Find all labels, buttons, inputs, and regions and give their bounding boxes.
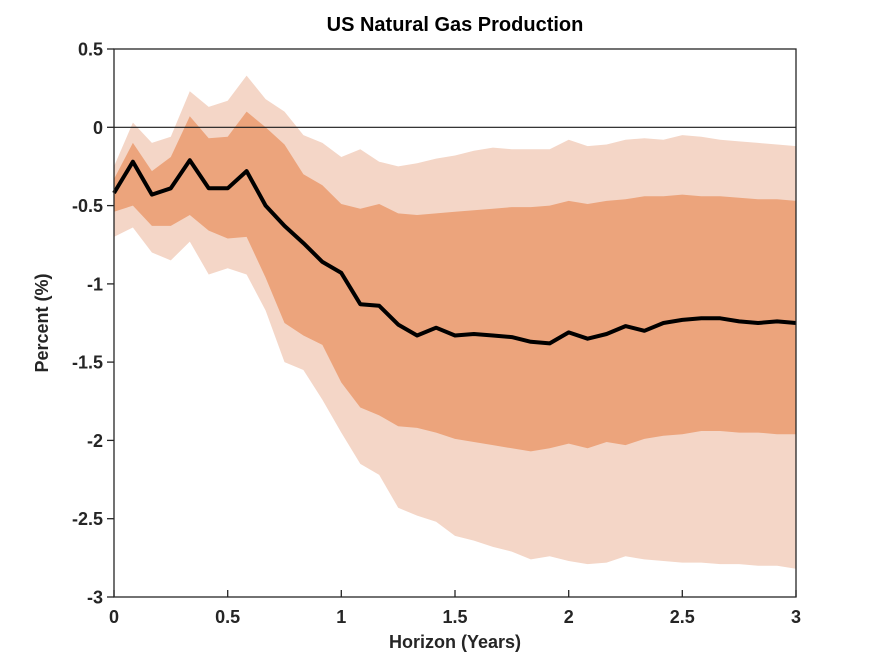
x-tick-label: 2	[564, 607, 574, 627]
x-tick-label: 2.5	[670, 607, 695, 627]
y-tick-label: 0.5	[78, 40, 103, 60]
y-tick-label: -0.5	[72, 196, 103, 216]
x-tick-label: 1.5	[442, 607, 467, 627]
y-tick-label: 0	[93, 118, 103, 138]
y-tick-label: -1	[87, 274, 103, 294]
x-tick-label: 1	[336, 607, 346, 627]
median-response-line	[112, 158, 797, 346]
y-axis-label: Percent (%)	[32, 273, 52, 372]
x-axis-ticks	[113, 590, 797, 597]
x-axis-tick-labels: 0 0.5 1 1.5 2 2.5 3	[109, 607, 801, 627]
x-tick-label: 0	[109, 607, 119, 627]
y-tick-label: -2	[87, 431, 103, 451]
y-tick-label: -3	[87, 588, 103, 608]
x-tick-label: 3	[791, 607, 801, 627]
chart-title: US Natural Gas Production	[327, 14, 584, 36]
y-tick-label: -2.5	[72, 509, 103, 529]
inner-confidence-band	[114, 111, 796, 452]
y-axis-ticks	[107, 48, 114, 598]
x-axis-label: Horizon (Years)	[389, 632, 521, 652]
y-tick-label: -1.5	[72, 353, 103, 373]
y-axis-tick-labels: 0.5 0 -0.5 -1 -1.5 -2 -2.5 -3	[72, 40, 103, 608]
x-tick-label: 0.5	[215, 607, 240, 627]
